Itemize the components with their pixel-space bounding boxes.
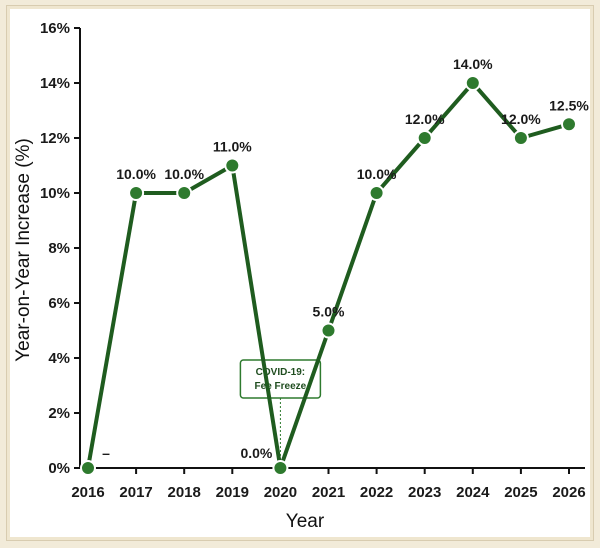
- x-tick-label: 2024: [456, 484, 490, 501]
- x-axis-title: Year: [286, 511, 325, 532]
- annotation-layer: COVID-19: Fee Freeze –: [102, 359, 322, 461]
- data-point: [512, 130, 529, 146]
- data-point: [561, 116, 577, 133]
- data-point: [464, 75, 481, 91]
- data-label: 12.0%: [501, 111, 541, 127]
- data-label: 14.0%: [453, 56, 493, 72]
- y-axis-title: Year-on-Year Increase (%): [13, 138, 34, 362]
- data-point: [176, 185, 193, 201]
- data-point: [80, 460, 96, 476]
- x-tick-label: 2019: [216, 484, 249, 501]
- axes: [79, 28, 585, 469]
- y-tick-label: 8%: [48, 240, 70, 257]
- data-label: 12.5%: [549, 97, 589, 113]
- data-point: [224, 157, 241, 174]
- data-label: 10.0%: [357, 166, 397, 182]
- chart-frame: [6, 5, 594, 541]
- data-point: [320, 322, 337, 339]
- y-ticks: 0% 2% 4% 6% 8% 10% 12% 14% 16%: [40, 20, 80, 477]
- x-tick-label: 2017: [119, 484, 152, 501]
- data-label: 11.0%: [213, 139, 252, 155]
- data-label: 12.0%: [405, 111, 445, 127]
- data-markers: [80, 75, 577, 476]
- covid-annotation-text: COVID-19:: [256, 367, 305, 378]
- series-line: [86, 81, 570, 470]
- data-point: [272, 460, 289, 476]
- covid-annotation-box: [239, 359, 322, 399]
- y-tick-label: 4%: [48, 350, 70, 367]
- x-tick-label: 2018: [168, 484, 201, 501]
- y-tick-label: 12%: [40, 130, 70, 147]
- x-tick-label: 2021: [312, 484, 345, 501]
- y-tick-label: 0%: [48, 460, 70, 477]
- x-ticks: 2016 2017 2018 2019 2020 2021 2022 2023 2024 2025…: [71, 468, 586, 501]
- data-label: 0.0%: [240, 445, 272, 461]
- data-point: [368, 185, 385, 201]
- data-label: 10.0%: [164, 166, 204, 182]
- x-tick-label: 2025: [504, 484, 537, 501]
- x-tick-label: 2016: [71, 484, 104, 501]
- x-tick-label: 2026: [552, 484, 585, 501]
- covid-annotation-text: Fee Freeze: [255, 381, 307, 392]
- data-point: [128, 185, 145, 201]
- x-tick-label: 2020: [264, 484, 297, 501]
- y-tick-label: 2%: [48, 405, 70, 422]
- dash-annotation: –: [102, 445, 110, 461]
- x-tick-label: 2023: [408, 484, 441, 501]
- y-tick-label: 6%: [48, 295, 70, 312]
- cropped-caption-strip: [120, 540, 500, 548]
- data-point: [416, 130, 433, 146]
- data-label: 5.0%: [313, 304, 345, 320]
- x-tick-label: 2022: [360, 484, 393, 501]
- y-tick-label: 10%: [40, 185, 70, 202]
- data-labels: 10.0% 10.0% 11.0% 0.0% 5.0% 10.0% 12.0% 14.0% 12…: [116, 56, 589, 461]
- y-tick-label: 14%: [40, 75, 70, 92]
- y-tick-label: 16%: [40, 20, 70, 37]
- data-label: 10.0%: [116, 166, 156, 182]
